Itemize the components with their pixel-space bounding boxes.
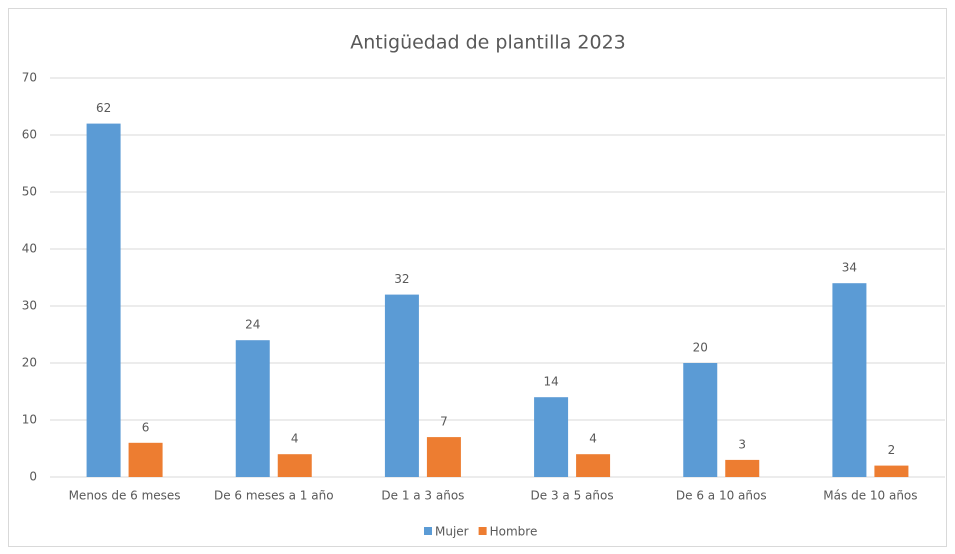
bar	[426, 437, 461, 477]
data-label: 32	[394, 272, 409, 286]
bar	[128, 442, 163, 477]
y-tick-label: 60	[22, 128, 37, 142]
bar	[384, 294, 419, 477]
y-tick-label: 70	[22, 71, 37, 85]
data-label: 7	[440, 415, 448, 429]
data-label: 14	[543, 375, 558, 389]
data-label: 3	[738, 437, 746, 451]
bar	[534, 397, 569, 477]
x-tick-label: De 1 a 3 años	[381, 489, 464, 503]
bar	[86, 123, 121, 477]
y-tick-label: 10	[22, 413, 37, 427]
chart-title: Antigüedad de plantilla 2023	[350, 32, 626, 54]
data-label: 20	[693, 341, 708, 355]
bar	[832, 283, 867, 477]
y-tick-label: 40	[22, 242, 37, 256]
bar	[576, 454, 611, 477]
y-tick-label: 20	[22, 356, 37, 370]
chart-border	[8, 8, 947, 547]
data-label: 4	[291, 432, 299, 446]
x-tick-label: De 6 meses a 1 año	[214, 489, 334, 503]
data-label: 62	[96, 101, 111, 115]
y-tick-label: 0	[29, 470, 37, 484]
y-tick-label: 30	[22, 299, 37, 313]
data-label: 34	[842, 261, 857, 275]
bar	[277, 454, 312, 477]
x-tick-label: De 3 a 5 años	[531, 489, 614, 503]
legend-label: Mujer	[435, 525, 469, 539]
x-tick-label: Menos de 6 meses	[69, 489, 181, 503]
y-tick-label: 50	[22, 185, 37, 199]
x-tick-label: Más de 10 años	[823, 489, 917, 503]
data-label: 6	[142, 420, 150, 434]
data-label: 4	[589, 432, 597, 446]
x-tick-label: De 6 a 10 años	[676, 489, 767, 503]
bar	[235, 340, 270, 477]
legend-swatch	[424, 527, 432, 535]
bar	[874, 465, 909, 477]
data-label: 2	[888, 443, 896, 457]
bar	[725, 459, 760, 477]
legend-swatch	[478, 527, 487, 535]
bar	[683, 363, 718, 477]
data-label: 24	[245, 318, 260, 332]
legend-label: Hombre	[490, 525, 538, 539]
